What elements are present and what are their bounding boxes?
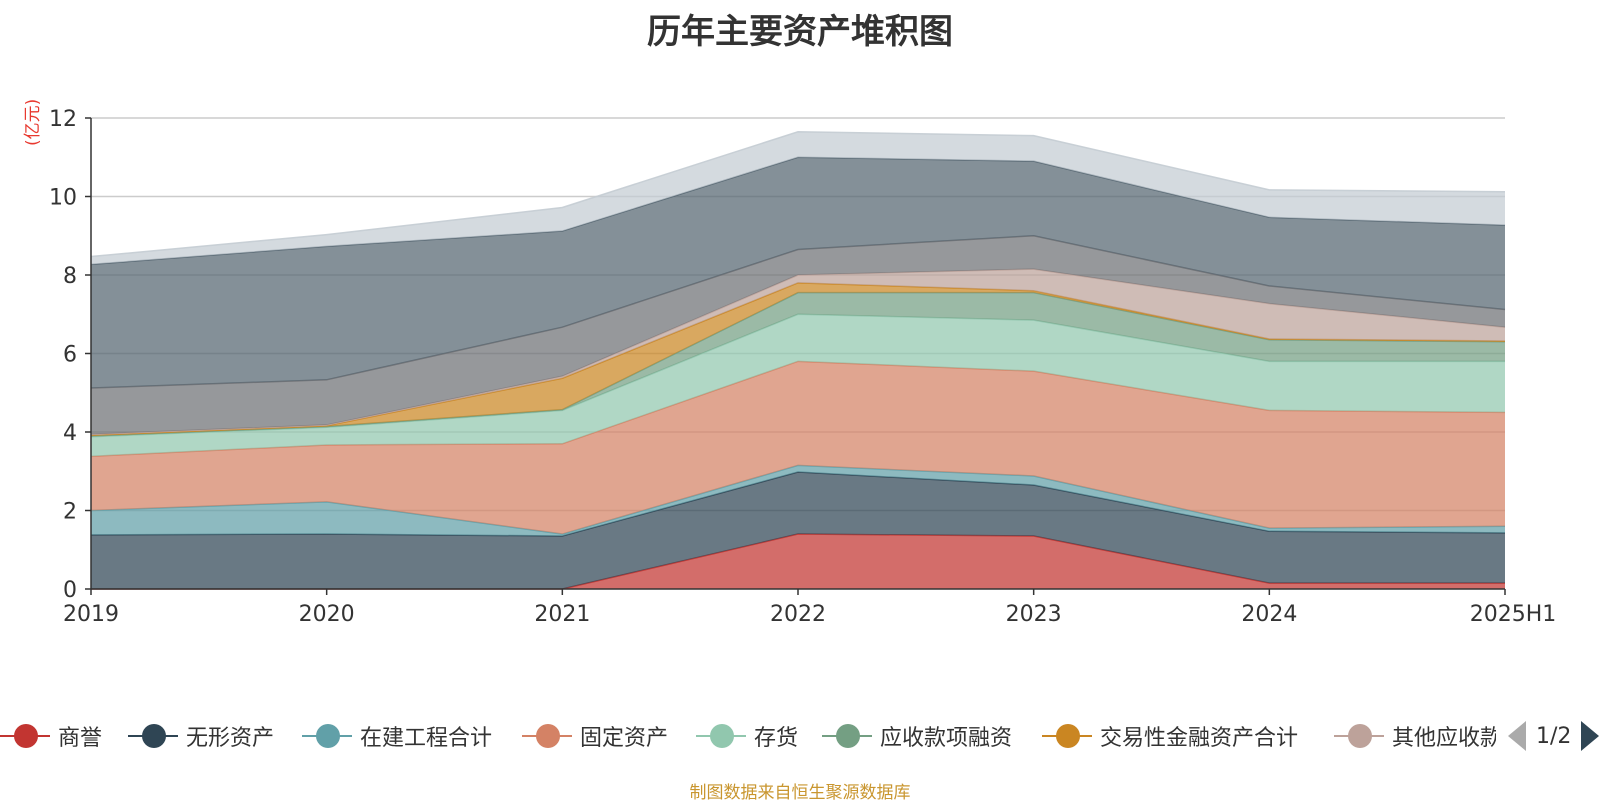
x-tick-label: 2023 [1006,602,1062,627]
legend-marker [696,723,746,749]
area-series [91,361,1505,535]
y-tick-label: 12 [49,107,77,132]
legend-label: 交易性金融资产合计 [1100,726,1299,751]
area-series [91,131,1505,265]
y-axis-unit-label: (亿元) [23,98,43,146]
y-tick-label: 8 [63,264,77,289]
area-series [91,157,1505,389]
legend-label: 应收款项融资 [880,726,1013,751]
legend-marker [302,723,352,749]
area-series [91,292,1505,437]
legend-label: 存货 [754,726,799,751]
legend-item-goodwill[interactable]: 商誉 [0,716,102,756]
legend-item-trading-financial-assets[interactable]: 交易性金融资产合计 [1042,716,1298,756]
legend-page-indicator: 1/2 [1536,723,1572,749]
x-tick-label: 2025H1 [1470,602,1557,627]
legend-item-construction-in-progress[interactable]: 在建工程合计 [302,716,492,756]
stacked-area-chart: 0 2 4 6 8 10 12 2019 2020 2021 2022 2023 2024 2025H1 [49,107,1557,627]
x-tick-label: 2019 [63,602,119,627]
legend-marker [822,723,872,749]
area-series [91,269,1505,436]
legend-label: 其他应收款 [1392,726,1503,751]
series-line [90,291,1506,437]
legend-marker [522,723,572,749]
series-line [90,130,1506,258]
legend-next-page-icon[interactable] [1581,721,1600,751]
legend-label: 固定资产 [580,726,669,751]
legend-item-fixed-assets[interactable]: 固定资产 [522,716,668,756]
legend-label: 商誉 [58,726,103,751]
legend: 商誉 无形资产 在建工程合计 固定资产 存货 应收款项融资 交易性金融资产合计 … [0,716,1600,756]
area-series [91,235,1505,435]
x-tick-label: 2020 [299,602,355,627]
legend-label: 在建工程合计 [360,726,493,751]
y-tick-label: 6 [63,343,77,368]
y-tick-label: 2 [63,500,77,525]
legend-pager: 1/2 [1496,716,1600,756]
y-tick-label: 10 [49,186,77,211]
legend-marker [1334,723,1384,749]
x-tick-label: 2024 [1241,602,1297,627]
y-tick-label: 4 [63,421,77,446]
legend-item-intangible-assets[interactable]: 无形资产 [128,716,274,756]
chart-title: 历年主要资产堆积图 [647,12,953,52]
legend-item-other-receivables[interactable]: 其他应收款 [1334,716,1502,756]
source-note: 制图数据来自恒生聚源数据库 [689,783,911,803]
x-tick-label: 2021 [534,602,590,627]
legend-marker [0,723,50,749]
area-series [91,314,1505,457]
legend-label: 无形资产 [186,726,275,751]
area-series [91,472,1505,589]
legend-item-receivables-financing[interactable]: 应收款项融资 [822,716,1012,756]
legend-marker [1042,723,1092,749]
x-tick-label: 2022 [770,602,826,627]
legend-prev-page-icon[interactable] [1508,721,1526,751]
y-tick-label: 0 [63,578,77,603]
legend-item-inventory[interactable]: 存货 [696,716,798,756]
legend-marker [128,723,178,749]
area-series [91,534,1505,589]
